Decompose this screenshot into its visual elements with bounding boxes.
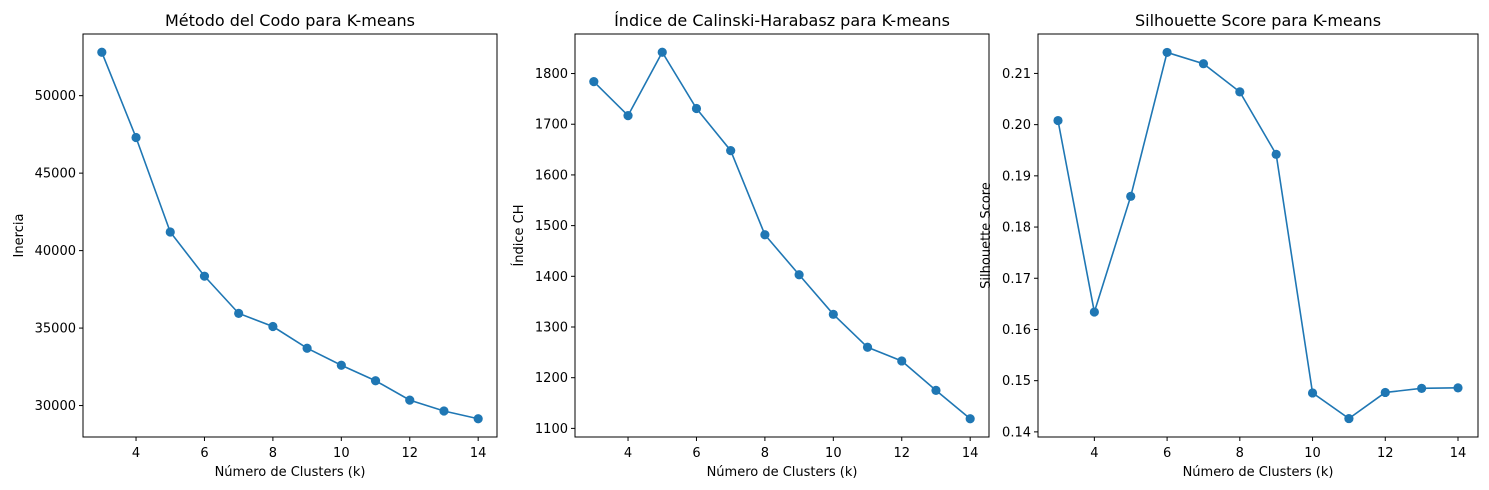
x-tick-label: 8 — [1236, 446, 1244, 461]
data-point — [1235, 87, 1245, 97]
x-axis-label: Número de Clusters (k) — [1183, 465, 1334, 480]
series-line — [1057, 51, 1459, 420]
data-point — [657, 47, 667, 57]
series-line — [101, 51, 479, 420]
data-point — [439, 406, 449, 416]
x-tick-label: 4 — [624, 446, 632, 461]
data-point — [1307, 388, 1318, 398]
x-tick-label: 10 — [825, 446, 842, 461]
x-axis-label: Número de Clusters (k) — [707, 465, 858, 480]
data-point — [1344, 413, 1354, 424]
data-point — [268, 321, 278, 332]
x-tick-label: 8 — [269, 446, 277, 461]
y-tick-label: 0.15 — [1002, 374, 1031, 389]
data-point — [828, 309, 838, 319]
y-tick-label: 0.21 — [1002, 67, 1031, 82]
x-tick-label: 12 — [401, 446, 418, 461]
data-point — [691, 103, 702, 114]
x-tick-label: 12 — [893, 446, 910, 461]
y-tick-label: 1600 — [535, 168, 568, 183]
x-tick-label: 12 — [1377, 446, 1394, 461]
x-tick-label: 6 — [1163, 446, 1171, 461]
chart-panel-1: Método del Codo para K-means 4 6 8 10 12 14 300… — [12, 11, 498, 480]
data-point — [1453, 383, 1463, 393]
data-point — [1380, 387, 1390, 398]
data-point — [1162, 47, 1172, 58]
data-point — [965, 414, 975, 424]
y-tick-label: 0.19 — [1002, 169, 1031, 184]
chart-panel-2: Índice de Calinski-Harabasz para K-means… — [511, 11, 990, 480]
y-axis-label: Inercia — [12, 214, 27, 258]
x-tick-label: 14 — [470, 446, 487, 461]
x-tick-label: 10 — [333, 446, 350, 461]
data-point — [1089, 307, 1099, 317]
y-tick-label: 1300 — [535, 320, 568, 335]
y-tick-label: 1500 — [535, 219, 568, 234]
data-point — [1271, 149, 1281, 159]
chart-title: Silhouette Score para K-means — [1135, 11, 1381, 30]
x-tick-label: 14 — [962, 446, 979, 461]
x-tick-label: 10 — [1304, 446, 1321, 461]
x-tick-label: 6 — [692, 446, 700, 461]
y-tick-label: 30000 — [35, 399, 76, 414]
data-point — [931, 385, 941, 395]
y-axis-label: Silhouette Score — [979, 182, 994, 289]
x-tick-label: 6 — [200, 446, 208, 461]
data-point — [302, 343, 312, 353]
data-point — [199, 271, 210, 281]
data-point — [97, 47, 107, 57]
x-tick-label: 4 — [1090, 446, 1098, 461]
data-point — [405, 395, 415, 405]
y-tick-label: 0.18 — [1002, 221, 1031, 236]
y-tick-label: 45000 — [35, 167, 76, 182]
chart-title: Método del Codo para K-means — [165, 11, 415, 30]
data-point — [473, 414, 483, 424]
data-point — [1126, 191, 1136, 201]
x-tick-label: 14 — [1450, 446, 1467, 461]
x-tick-label: 4 — [132, 446, 140, 461]
x-tick-label: 8 — [761, 446, 769, 461]
y-tick-label: 1100 — [535, 422, 568, 437]
plot-frame — [574, 33, 990, 438]
y-tick-label: 40000 — [35, 244, 76, 259]
data-point — [1053, 115, 1063, 126]
data-point — [336, 360, 346, 370]
y-tick-label: 1800 — [535, 67, 568, 82]
data-point — [726, 145, 736, 156]
y-tick-label: 1700 — [535, 118, 568, 133]
data-point — [1198, 59, 1209, 69]
plot-frame — [1037, 33, 1479, 438]
data-point — [165, 227, 175, 237]
data-point — [862, 342, 873, 352]
data-point — [131, 132, 141, 143]
y-tick-label: 0.17 — [1002, 272, 1031, 287]
y-tick-label: 50000 — [35, 89, 76, 104]
y-tick-label: 1200 — [535, 371, 568, 386]
y-tick-label: 0.14 — [1002, 425, 1031, 440]
y-tick-label: 0.20 — [1002, 118, 1031, 133]
data-point — [897, 356, 907, 366]
x-axis-label: Número de Clusters (k) — [215, 465, 366, 480]
data-point — [370, 376, 381, 386]
data-point — [234, 308, 244, 318]
series-line — [593, 50, 971, 420]
y-tick-label: 0.16 — [1002, 323, 1031, 338]
plot-frame — [82, 33, 498, 438]
data-point — [760, 230, 770, 240]
data-point — [1417, 383, 1427, 393]
data-point — [589, 77, 599, 87]
data-point — [623, 111, 633, 121]
y-axis-label: Índice CH — [511, 204, 527, 266]
y-tick-label: 1400 — [535, 270, 568, 285]
chart-panel-3: Silhouette Score para K-means 4 6 8 10 12 14 0.… — [979, 11, 1479, 480]
y-tick-label: 35000 — [35, 322, 76, 337]
chart-title: Índice de Calinski-Harabasz para K-means — [614, 11, 950, 30]
data-point — [794, 270, 804, 280]
